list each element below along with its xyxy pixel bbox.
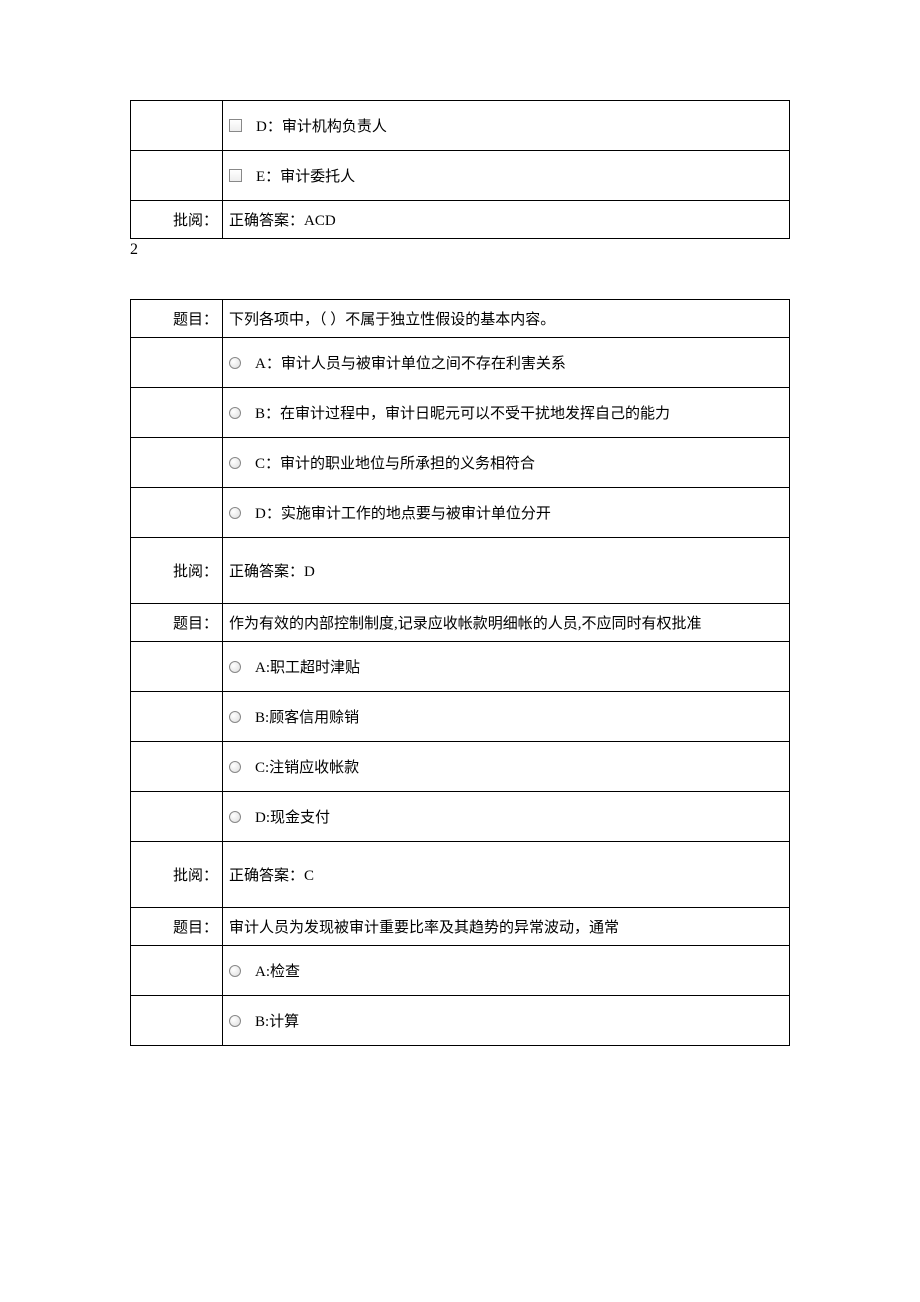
q2-option-b-cell: B:顾客信用赊销 — [223, 692, 790, 742]
radio-icon[interactable] — [229, 357, 241, 369]
empty-label — [131, 488, 223, 538]
q3-option-b-cell: B:计算 — [223, 996, 790, 1046]
q1-option-c-cell: C：审计的职业地位与所承担的义务相符合 — [223, 438, 790, 488]
empty-label — [131, 742, 223, 792]
option-cell-e: E：审计委托人 — [223, 151, 790, 201]
radio-icon[interactable] — [229, 965, 241, 977]
radio-icon[interactable] — [229, 457, 241, 469]
q2-option-c: C:注销应收帐款 — [255, 756, 359, 777]
review-label: 批阅： — [131, 538, 223, 604]
q1-option-b: B：在审计过程中，审计日昵元可以不受干扰地发挥自己的能力 — [255, 402, 670, 423]
empty-label — [131, 692, 223, 742]
question-table-2: 题目： 下列各项中，（ ）不属于独立性假设的基本内容。 A：审计人员与被审计单位… — [130, 299, 790, 1046]
q2-option-d-cell: D:现金支付 — [223, 792, 790, 842]
checkbox-icon[interactable] — [229, 169, 242, 182]
title-label: 题目： — [131, 908, 223, 946]
q1-option-d: D：实施审计工作的地点要与被审计单位分开 — [255, 502, 551, 523]
q1-option-a: A：审计人员与被审计单位之间不存在利害关系 — [255, 352, 566, 373]
q1-option-d-cell: D：实施审计工作的地点要与被审计单位分开 — [223, 488, 790, 538]
radio-icon[interactable] — [229, 661, 241, 673]
q2-answer: 正确答案：C — [223, 842, 790, 908]
empty-label — [131, 792, 223, 842]
title-label: 题目： — [131, 300, 223, 338]
q1-option-a-cell: A：审计人员与被审计单位之间不存在利害关系 — [223, 338, 790, 388]
q2-option-a-cell: A:职工超时津贴 — [223, 642, 790, 692]
q3-option-b: B:计算 — [255, 1010, 299, 1031]
radio-icon[interactable] — [229, 1015, 241, 1027]
q1-option-c: C：审计的职业地位与所承担的义务相符合 — [255, 452, 535, 473]
radio-icon[interactable] — [229, 711, 241, 723]
q2-option-a: A:职工超时津贴 — [255, 656, 360, 677]
q1-title: 下列各项中，（ ）不属于独立性假设的基本内容。 — [223, 300, 790, 338]
empty-label — [131, 388, 223, 438]
question-table-1: D：审计机构负责人 E：审计委托人 批阅： 正确答案：ACD — [130, 100, 790, 239]
empty-label — [131, 151, 223, 201]
section-number: 2 — [130, 241, 790, 259]
q2-option-c-cell: C:注销应收帐款 — [223, 742, 790, 792]
radio-icon[interactable] — [229, 407, 241, 419]
empty-label — [131, 338, 223, 388]
empty-label — [131, 996, 223, 1046]
radio-icon[interactable] — [229, 811, 241, 823]
checkbox-icon[interactable] — [229, 119, 242, 132]
empty-label — [131, 101, 223, 151]
empty-label — [131, 946, 223, 996]
radio-icon[interactable] — [229, 761, 241, 773]
q2-title: 作为有效的内部控制制度,记录应收帐款明细帐的人员,不应同时有权批准 — [223, 604, 790, 642]
empty-label — [131, 438, 223, 488]
review-label: 批阅： — [131, 201, 223, 239]
q3-option-a-cell: A:检查 — [223, 946, 790, 996]
review-label: 批阅： — [131, 842, 223, 908]
option-cell-d: D：审计机构负责人 — [223, 101, 790, 151]
q1-option-b-cell: B：在审计过程中，审计日昵元可以不受干扰地发挥自己的能力 — [223, 388, 790, 438]
q1-answer: 正确答案：D — [223, 538, 790, 604]
q3-title: 审计人员为发现被审计重要比率及其趋势的异常波动，通常 — [223, 908, 790, 946]
q2-option-b: B:顾客信用赊销 — [255, 706, 359, 727]
empty-label — [131, 642, 223, 692]
option-d-text: D：审计机构负责人 — [256, 115, 387, 136]
q2-option-d: D:现金支付 — [255, 806, 330, 827]
title-label: 题目： — [131, 604, 223, 642]
q3-option-a: A:检查 — [255, 960, 300, 981]
option-e-text: E：审计委托人 — [256, 165, 355, 186]
radio-icon[interactable] — [229, 507, 241, 519]
answer-cell: 正确答案：ACD — [223, 201, 790, 239]
